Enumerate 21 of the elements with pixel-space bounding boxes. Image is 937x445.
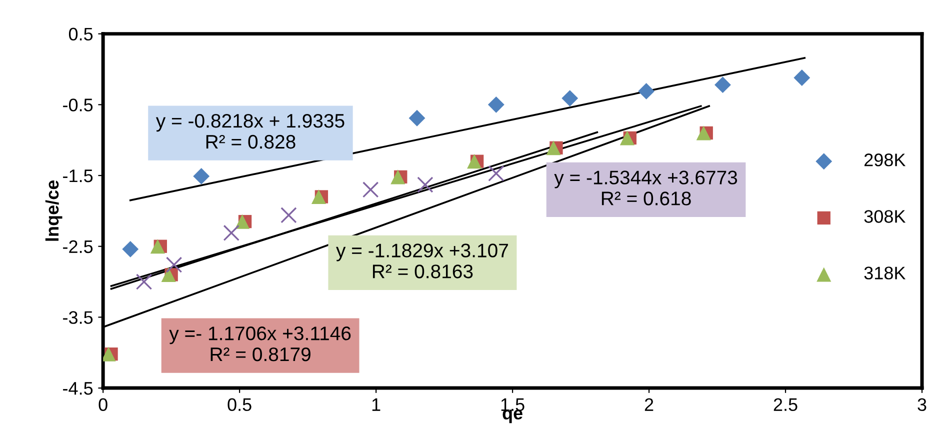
legend-label: 308K: [864, 210, 906, 223]
y-tick-label: 0.5: [68, 28, 93, 41]
x-tick-label: 0.5: [228, 398, 252, 412]
x-tick-label: 3: [918, 398, 926, 412]
annotation: y =- 1.1706x +3.1146 R² = 0.8179: [169, 326, 351, 362]
y-tick-label: -4.5: [63, 382, 93, 395]
x-tick-label: 0: [98, 398, 108, 412]
y-tick-label: -0.5: [63, 98, 93, 112]
x-tick-label: 2: [644, 398, 654, 411]
y-axis-title: lnqe/ce: [45, 180, 62, 241]
y-tick-label: -3.5: [63, 311, 93, 324]
legend-label: 298K: [864, 154, 906, 166]
legend-label: 318K: [864, 266, 906, 280]
annotation: y = -1.5344x +3.6773 R² = 0.618: [554, 170, 738, 206]
annotation: y = -1.1829x +3.107 R² = 0.8163: [336, 244, 508, 278]
y-tick-label: -1.5: [63, 170, 93, 182]
x-tick-label: 1: [372, 398, 380, 411]
annotation: y = -0.8218x + 1.9335 R² = 0.828: [156, 114, 344, 149]
x-axis-title: qe: [502, 410, 522, 424]
y-tick-label: -2.5: [63, 240, 93, 254]
x-tick-label: 2.5: [774, 398, 798, 412]
